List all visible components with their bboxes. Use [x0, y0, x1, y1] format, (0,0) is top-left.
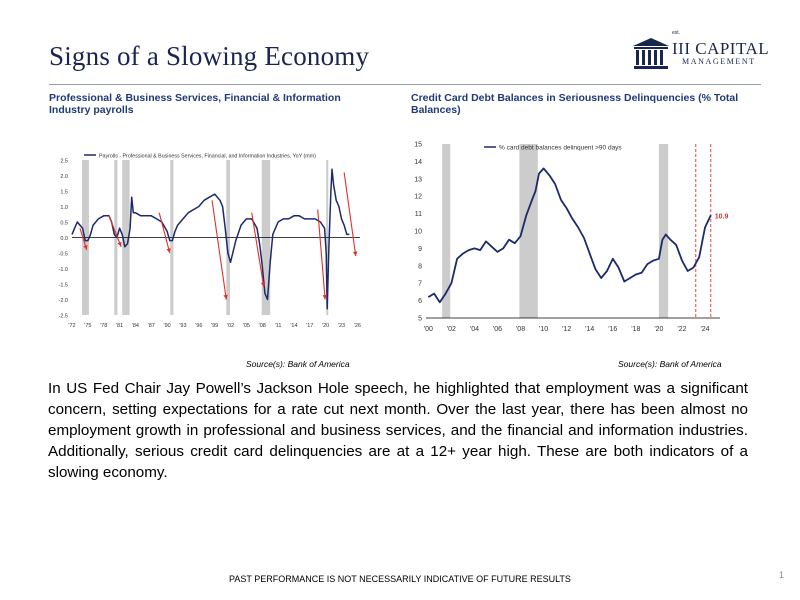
y-tick-label: 10 — [414, 229, 422, 236]
red-arrow-head — [83, 244, 88, 250]
red-arrow-head — [322, 294, 327, 300]
y-tick-label: 14 — [414, 159, 422, 166]
x-tick-label: '87 — [148, 323, 155, 329]
y-tick-label: 9 — [418, 246, 422, 253]
x-tick-label: '75 — [84, 323, 91, 329]
red-arrow-head — [260, 282, 266, 288]
red-arrow-shaft — [158, 212, 171, 254]
red-arrow-head — [223, 294, 228, 300]
recession-band — [658, 144, 669, 318]
x-tick-label: '84 — [132, 323, 139, 329]
y-tick-label: 8 — [418, 263, 422, 270]
series-line — [427, 167, 712, 304]
y-tick-label: 0.0 — [60, 236, 68, 242]
delinquency-chart: 15 14 13 12 11 10 9 8 7 6 5'00 '02 '04 '06 '08 '10 '12 '1… — [414, 142, 729, 334]
x-tick-label: '08 — [516, 326, 525, 333]
x-tick-label: '17 — [306, 323, 313, 329]
y-tick-label: 13 — [414, 176, 422, 183]
y-tick-label: -1.5 — [59, 283, 68, 289]
x-tick-label: '24 — [700, 326, 709, 333]
x-tick-label: '00 — [424, 326, 433, 333]
x-tick-label: '26 — [354, 323, 361, 329]
legend-label: Payrolls - Professional & Business Servi… — [99, 154, 316, 160]
x-tick-label: '10 — [539, 326, 548, 333]
x-tick-label: '11 — [275, 323, 282, 329]
x-tick-label: '05 — [243, 323, 250, 329]
x-tick-label: '14 — [585, 326, 594, 333]
y-tick-label: 11 — [415, 211, 422, 218]
y-tick-label: 2.5 — [60, 159, 68, 165]
payrolls-chart: 2.52.01.51.00.50.0-0.5-1.0-1.5-2.0-2.5'7… — [59, 154, 361, 330]
x-tick-label: '96 — [195, 323, 202, 329]
left-chart-heading: Professional & Business Services, Financ… — [49, 92, 341, 116]
x-tick-label: '16 — [608, 326, 617, 333]
y-tick-label: -2.5 — [59, 314, 68, 320]
red-arrow-shaft — [108, 215, 122, 248]
x-tick-label: '23 — [338, 323, 345, 329]
page-title: Signs of a Slowing Economy — [49, 41, 370, 71]
x-tick-label: '93 — [179, 323, 186, 329]
y-tick-label: 15 — [414, 142, 422, 149]
y-tick-label: 1.5 — [60, 190, 68, 196]
y-tick-label: 0.5 — [60, 221, 68, 227]
x-tick-label: '90 — [164, 323, 171, 329]
x-tick-label: '81 — [116, 323, 123, 329]
disclaimer-footer: PAST PERFORMANCE IS NOT NECESSARILY INDI… — [229, 574, 571, 584]
x-tick-label: '20 — [322, 323, 329, 329]
y-tick-label: -1.0 — [59, 267, 68, 273]
x-tick-label: '02 — [227, 323, 234, 329]
x-tick-label: '99 — [211, 323, 218, 329]
red-arrow-shaft — [317, 209, 326, 300]
x-tick-label: '06 — [493, 326, 502, 333]
legend-label: % card debt balances delinquent >90 days — [499, 145, 622, 152]
y-tick-label: 6 — [418, 298, 422, 305]
logo-wordmark: III CAPITAL — [672, 39, 770, 58]
x-tick-label: '12 — [562, 326, 571, 333]
series-line — [71, 168, 350, 310]
x-tick-label: '18 — [631, 326, 640, 333]
x-tick-label: '20 — [654, 326, 663, 333]
end-value-label: 10.9 — [715, 213, 729, 220]
x-tick-label: '78 — [100, 323, 107, 329]
red-arrow-shaft — [211, 200, 227, 300]
y-tick-label: -2.0 — [59, 298, 68, 304]
columns-logo-icon — [633, 38, 669, 69]
y-tick-label: 2.0 — [60, 174, 68, 180]
red-arrow-head — [117, 241, 122, 247]
x-tick-label: '04 — [470, 326, 479, 333]
commentary-paragraph: In US Fed Chair Jay Powell’s Jackson Hol… — [48, 380, 748, 481]
left-chart-source: Source(s): Bank of America — [246, 359, 350, 369]
logo-tagline: est. — [672, 30, 681, 36]
red-arrow-shaft — [343, 172, 357, 257]
red-arrow-shaft — [251, 212, 265, 288]
y-tick-label: 5 — [418, 316, 422, 323]
logo-subtitle: MANAGEMENT — [682, 57, 756, 66]
x-tick-label: '14 — [290, 323, 297, 329]
red-arrow-head — [352, 251, 358, 257]
right-chart-source: Source(s): Bank of America — [618, 359, 722, 369]
title-divider — [49, 84, 761, 85]
y-tick-label: 7 — [418, 281, 422, 288]
x-tick-label: '02 — [447, 326, 456, 333]
recession-band — [519, 144, 538, 318]
y-tick-label: 1.0 — [60, 205, 68, 211]
x-tick-label: '08 — [259, 323, 266, 329]
y-tick-label: -0.5 — [59, 252, 68, 258]
recession-band — [442, 144, 451, 318]
right-chart-heading: Credit Card Debt Balances in Seriousness… — [411, 92, 739, 116]
red-arrow-head — [166, 248, 171, 253]
x-tick-label: '72 — [68, 323, 75, 329]
page-number: 1 — [779, 570, 785, 580]
y-tick-label: 12 — [414, 194, 422, 201]
x-tick-label: '22 — [677, 326, 686, 333]
